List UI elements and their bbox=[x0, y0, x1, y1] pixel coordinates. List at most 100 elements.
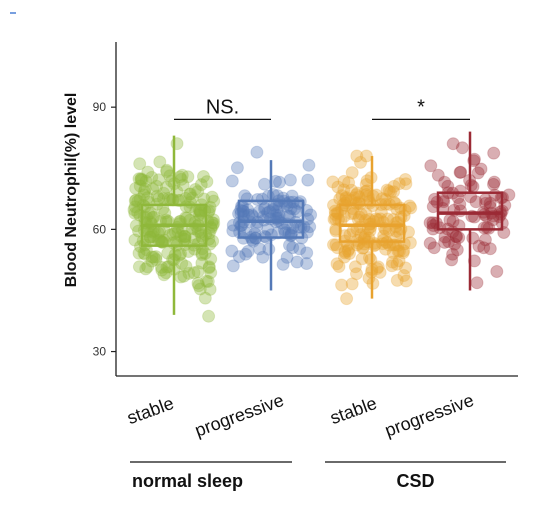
data-point bbox=[261, 206, 275, 220]
data-point bbox=[392, 244, 406, 258]
data-point bbox=[350, 149, 364, 163]
data-point bbox=[146, 230, 160, 243]
data-point bbox=[188, 231, 201, 245]
data-point bbox=[197, 170, 210, 183]
data-point bbox=[332, 260, 346, 273]
data-point bbox=[345, 183, 358, 197]
data-point bbox=[469, 195, 483, 209]
data-point bbox=[158, 206, 172, 220]
data-point bbox=[454, 165, 468, 179]
data-point bbox=[448, 237, 462, 251]
data-point bbox=[207, 216, 221, 230]
data-point bbox=[141, 260, 155, 274]
data-point bbox=[146, 182, 160, 196]
data-point bbox=[352, 210, 366, 224]
data-point bbox=[230, 161, 244, 175]
data-point bbox=[157, 268, 171, 282]
data-point bbox=[251, 193, 264, 206]
data-point bbox=[337, 250, 351, 264]
data-point bbox=[269, 174, 282, 188]
data-point bbox=[252, 205, 266, 219]
data-point bbox=[283, 195, 297, 209]
data-point bbox=[205, 190, 219, 204]
data-point bbox=[479, 196, 492, 210]
data-point bbox=[132, 172, 146, 186]
data-point bbox=[359, 178, 373, 191]
data-point bbox=[426, 200, 440, 214]
data-point bbox=[178, 230, 192, 244]
data-point bbox=[341, 244, 355, 258]
data-point bbox=[438, 175, 452, 189]
data-point bbox=[183, 187, 197, 201]
data-point bbox=[195, 248, 209, 262]
data-point bbox=[470, 276, 484, 290]
data-point bbox=[390, 273, 404, 287]
data-point bbox=[490, 265, 504, 278]
data-point bbox=[349, 196, 363, 210]
data-point bbox=[384, 185, 397, 199]
data-point bbox=[226, 259, 240, 273]
data-point bbox=[487, 177, 500, 191]
x-category-label: stable bbox=[124, 393, 176, 428]
data-point bbox=[450, 243, 464, 257]
data-point bbox=[445, 253, 459, 267]
data-point bbox=[270, 204, 284, 218]
data-point bbox=[286, 241, 300, 255]
data-point bbox=[145, 170, 159, 184]
box-0 bbox=[140, 135, 208, 315]
data-point bbox=[331, 180, 345, 194]
data-point bbox=[138, 182, 152, 196]
data-point bbox=[399, 274, 413, 288]
data-point bbox=[335, 189, 349, 203]
data-point bbox=[198, 246, 212, 260]
data-point bbox=[195, 229, 208, 243]
data-point bbox=[183, 187, 197, 201]
data-point bbox=[178, 229, 192, 243]
data-point bbox=[191, 185, 205, 199]
data-point bbox=[147, 250, 161, 264]
data-point bbox=[132, 246, 146, 260]
data-point bbox=[141, 165, 155, 179]
data-point bbox=[397, 244, 411, 258]
data-point bbox=[134, 173, 148, 186]
data-point bbox=[339, 190, 353, 204]
data-point bbox=[150, 189, 164, 203]
data-point bbox=[280, 250, 294, 264]
box-3 bbox=[436, 131, 504, 291]
data-point bbox=[396, 246, 410, 260]
data-point bbox=[154, 234, 168, 248]
data-point bbox=[175, 168, 189, 182]
data-point bbox=[301, 173, 315, 187]
data-point bbox=[195, 256, 209, 270]
data-point bbox=[191, 265, 205, 279]
significance-label: * bbox=[417, 96, 425, 118]
box-iqr bbox=[436, 191, 504, 231]
data-point bbox=[337, 183, 351, 197]
data-point bbox=[379, 242, 392, 256]
data-point bbox=[327, 238, 340, 252]
data-point bbox=[131, 205, 145, 219]
data-point bbox=[300, 225, 314, 239]
data-point bbox=[354, 155, 367, 169]
data-point bbox=[474, 162, 488, 176]
data-point bbox=[179, 259, 193, 273]
data-point bbox=[133, 192, 147, 206]
data-point bbox=[150, 179, 164, 193]
data-point bbox=[202, 261, 216, 275]
data-point bbox=[386, 255, 399, 269]
data-point bbox=[133, 179, 147, 193]
data-point bbox=[283, 173, 297, 187]
data-point bbox=[290, 255, 304, 269]
data-point bbox=[273, 175, 286, 189]
data-point bbox=[127, 203, 141, 217]
data-point bbox=[344, 193, 358, 207]
data-point bbox=[329, 212, 342, 226]
group-labels: normal sleep CSD bbox=[130, 461, 506, 491]
data-point bbox=[201, 275, 215, 288]
data-point bbox=[187, 266, 201, 280]
data-point bbox=[138, 247, 152, 261]
data-point bbox=[207, 194, 221, 208]
data-point bbox=[202, 260, 216, 274]
group-label: CSD bbox=[396, 471, 434, 491]
